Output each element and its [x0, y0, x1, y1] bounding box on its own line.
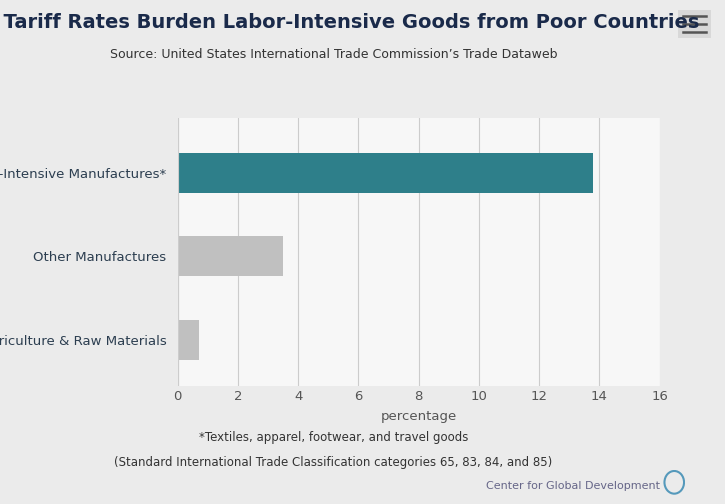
Bar — [178, 236, 283, 276]
Bar — [178, 320, 199, 360]
Text: Center for Global Development: Center for Global Development — [486, 481, 660, 491]
X-axis label: percentage: percentage — [381, 410, 457, 423]
Text: Source: United States International Trade Commission’s Trade Dataweb: Source: United States International Trad… — [109, 48, 558, 61]
Text: US Tariff Rates Burden Labor-Intensive Goods from Poor Countries: US Tariff Rates Burden Labor-Intensive G… — [0, 13, 700, 32]
Text: (Standard International Trade Classification categories 65, 83, 84, and 85): (Standard International Trade Classifica… — [115, 456, 552, 469]
Text: *Textiles, apparel, footwear, and travel goods: *Textiles, apparel, footwear, and travel… — [199, 431, 468, 444]
Bar — [178, 153, 594, 193]
